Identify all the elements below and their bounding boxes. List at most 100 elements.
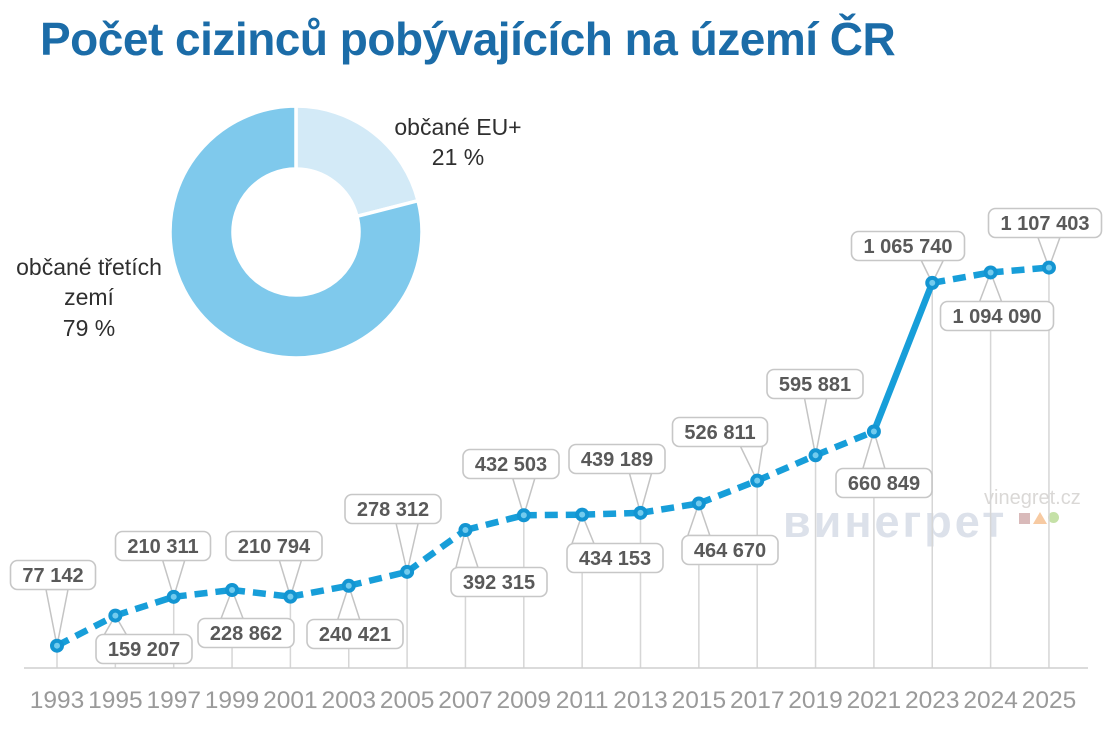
data-point-center-1999 [229, 587, 236, 594]
line-segment-1995-1997 [114, 593, 175, 619]
x-label-1995: 1995 [88, 687, 143, 714]
x-label-2001: 2001 [263, 687, 318, 714]
data-point-center-2003 [345, 582, 352, 589]
data-point-center-2007 [462, 527, 469, 534]
data-point-center-2025 [1045, 264, 1052, 271]
callout-box-2024 [939, 300, 1055, 332]
data-point-center-2005 [404, 568, 411, 575]
callout-box-2011 [566, 542, 664, 574]
donut-label-eu-text: občané EU+ [394, 114, 522, 140]
data-callout-2011: 434 153 [566, 542, 664, 574]
x-label-2003: 2003 [321, 687, 376, 714]
x-label-1993: 1993 [30, 687, 85, 714]
x-label-2025: 2025 [1022, 687, 1077, 714]
callout-value-1997: 210 311 [127, 536, 198, 558]
data-callout-1995: 159 207 [95, 633, 193, 665]
line-segment-2024-2025 [990, 264, 1050, 276]
donut-label-third-pct: 79 % [62, 314, 116, 341]
data-callout-2025: 1 107 403 [987, 207, 1103, 239]
line-segment-1993-1995 [55, 612, 117, 649]
callout-box-2021 [835, 467, 933, 499]
callout-box-2017 [671, 416, 769, 448]
page-title: Počet cizinců pobývajících na území ČR [40, 13, 896, 65]
line-segment-1999-2001 [231, 586, 291, 600]
donut-slice-0 [294, 104, 420, 219]
callout-value-2007: 392 315 [463, 572, 535, 594]
x-label-2017: 2017 [730, 687, 785, 714]
x-label-1999: 1999 [205, 687, 260, 714]
donut-label-third-text: občané třetích zemí [16, 254, 162, 311]
callout-box-1995 [95, 633, 193, 665]
line-segment-2015-2017 [697, 477, 759, 507]
watermark-circle-icon [1048, 512, 1059, 523]
x-label-2015: 2015 [672, 687, 727, 714]
data-callout-2013: 439 189 [568, 443, 666, 475]
data-point-center-2023 [929, 279, 936, 286]
callout-box-2009 [462, 448, 560, 480]
data-callout-2009: 432 503 [462, 448, 560, 480]
callout-tail-2019 [803, 397, 828, 457]
donut-label-eu-pct: 21 % [431, 144, 485, 171]
data-callout-2017: 526 811 [671, 416, 769, 448]
data-callout-1993: 77 142 [9, 559, 97, 591]
donut-label-eu: občané EU+ 21 % [388, 112, 528, 173]
data-callout-2019: 595 881 [766, 368, 864, 400]
callout-value-2003: 240 421 [319, 624, 391, 646]
callout-box-1997 [114, 530, 212, 562]
callout-value-1993: 77 142 [22, 565, 83, 587]
x-label-1997: 1997 [146, 687, 201, 714]
watermark-triangle-icon [1033, 512, 1047, 524]
data-point-center-2024 [987, 269, 994, 276]
watermark-brand: винегрет [783, 496, 1008, 547]
line-segment-2009-2011 [523, 511, 583, 519]
callout-value-2005: 278 312 [357, 499, 429, 521]
callout-box-2025 [987, 207, 1103, 239]
callout-box-2005 [344, 493, 442, 525]
data-callout-2024: 1 094 090 [939, 300, 1055, 332]
callout-box-2015 [681, 534, 779, 566]
callout-value-2023: 1 065 740 [864, 236, 953, 258]
data-point-center-2001 [287, 593, 294, 600]
callout-value-2019: 595 881 [779, 374, 851, 396]
callout-value-2001: 210 794 [238, 536, 311, 558]
x-label-2019: 2019 [788, 687, 843, 714]
data-point-center-2021 [870, 428, 877, 435]
data-point-center-2019 [812, 452, 819, 459]
callout-box-2007 [450, 566, 548, 598]
data-point-center-2009 [520, 512, 527, 519]
line-segment-1997-1999 [173, 586, 233, 601]
callout-value-1995: 159 207 [108, 639, 180, 661]
line-segment-2021-2023 [870, 281, 936, 433]
line-segment-2023-2024 [931, 269, 992, 287]
data-point-center-1997 [170, 593, 177, 600]
data-callout-2001: 210 794 [225, 530, 323, 562]
callout-value-2021: 660 849 [848, 473, 920, 495]
x-label-2011: 2011 [556, 687, 609, 714]
donut-chart [168, 104, 424, 360]
x-label-2024: 2024 [963, 687, 1018, 714]
x-label-2009: 2009 [497, 687, 552, 714]
callout-value-2009: 432 503 [475, 454, 547, 476]
callout-box-2013 [568, 443, 666, 475]
data-callout-2005: 278 312 [344, 493, 442, 525]
data-point-center-2015 [695, 500, 702, 507]
data-point-center-2011 [579, 511, 586, 518]
watermark-square-icon [1019, 513, 1030, 524]
callout-box-2001 [225, 530, 323, 562]
line-segment-2017-2019 [755, 452, 817, 484]
line-segment-2005-2007 [405, 527, 468, 575]
donut-slice-1 [168, 104, 424, 360]
line-segment-2001-2003 [289, 582, 350, 600]
callout-box-2023 [850, 230, 966, 262]
data-point-center-1995 [112, 612, 119, 619]
data-callout-2003: 240 421 [306, 618, 404, 650]
callout-value-2025: 1 107 403 [1001, 213, 1090, 235]
x-label-2013: 2013 [613, 687, 668, 714]
callout-tail-1993 [45, 588, 69, 647]
callout-box-2003 [306, 618, 404, 650]
data-point-center-1993 [54, 642, 60, 649]
callout-box-1999 [197, 617, 295, 649]
callout-value-2011: 434 153 [579, 548, 651, 570]
